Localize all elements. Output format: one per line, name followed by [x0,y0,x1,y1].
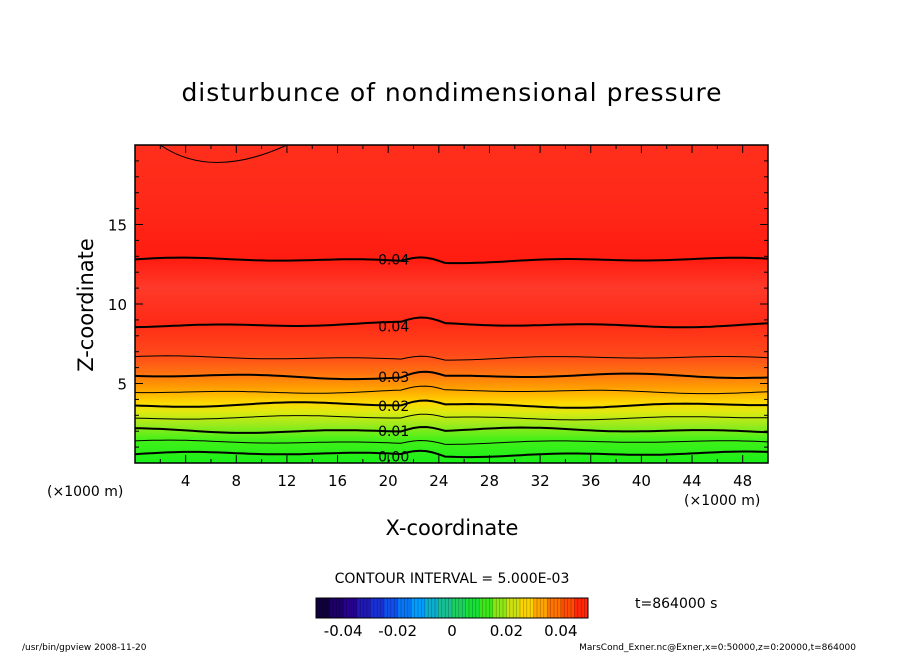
x-tick-label: 20 [379,472,398,490]
footer-right: MarsCond_Exner.nc@Exner,x=0:50000,z=0:20… [579,643,856,653]
contour-major-5 [135,256,768,265]
contour-major-0 [135,449,768,459]
y-axis-title: Z-coordinate [74,238,98,372]
colorbar [315,597,589,619]
pressure-field [135,145,768,463]
x-tick-label: 44 [682,472,701,490]
colorbar-cell [356,598,371,618]
x-tick-label: 36 [581,472,600,490]
contour-minor-4 [160,145,288,163]
colorbar-cell [424,598,439,618]
x-tick-label: 40 [632,472,651,490]
colorbar-cell [452,598,467,618]
colorbar-cell [411,598,426,618]
plot-area: 0.040.040.030.020.010.00 4 8 12 16 20 24 28 32 3… [108,144,769,490]
contour-major-4 [135,316,768,329]
chart-title: disturbunce of nondimensional pressure [181,78,722,107]
colorbar-tick-label: -0.04 [324,622,363,640]
colorbar-cell [574,598,589,618]
contour-major-2 [135,399,768,409]
x-tick-label: 24 [429,472,448,490]
x-tick-label: 32 [531,472,550,490]
contour-label-5: 0.00 [378,450,409,466]
contour-label-0: 0.04 [378,252,409,268]
colorbar-tick-label: 0.02 [490,622,523,640]
y-tick-label: 10 [108,296,127,314]
contour-label-4: 0.01 [378,424,409,440]
colorbar-cell [370,598,385,618]
x-tick-label: 4 [181,472,191,490]
colorbar-cell [479,598,494,618]
footer-left: /usr/bin/gpview 2008-11-20 [22,643,147,653]
y-tick-label: 15 [108,217,127,235]
colorbar-cell [438,598,453,618]
time-label: t=864000 s [635,596,717,612]
colorbar-cell [560,598,575,618]
contour-label-3: 0.02 [378,399,409,415]
colorbar-tick-label: -0.02 [378,622,417,640]
y-unit-label: (×1000 m) [684,493,760,509]
contour-interval-label: CONTOUR INTERVAL = 5.000E-03 [335,571,570,587]
colorbar-frame [315,597,589,619]
x-axis-title: X-coordinate [386,516,519,540]
contour-label-2: 0.03 [378,370,409,386]
contour-minor-2 [135,385,768,395]
x-tick-label: 28 [480,472,499,490]
colorbar-cell [492,598,507,618]
contour-minor-3 [135,355,768,361]
colorbar-tick-label: 0 [447,622,457,640]
contour-minor-1 [135,413,768,421]
colorbar-cell [397,598,412,618]
x-tick-label: 12 [277,472,296,490]
colorbar-cell [520,598,535,618]
x-tick-label: 48 [733,472,752,490]
colorbar-cell [343,598,358,618]
x-tick-label: 16 [328,472,347,490]
colorbar-cell [506,598,521,618]
contour-label-1: 0.04 [378,319,409,335]
y-tick-label: 5 [117,376,127,394]
colorbar-tick-label: 0.04 [544,622,577,640]
colorbar-cell [316,598,331,618]
colorbar-cell [329,598,344,618]
x-unit-label: (×1000 m) [47,484,123,500]
x-tick-label: 8 [232,472,242,490]
contour-major-1 [135,425,768,434]
colorbar-cell [533,598,548,618]
contour-major-3 [135,370,768,381]
colorbar-cell [465,598,480,618]
colorbar-cell [547,598,562,618]
contour-minor-0 [135,439,768,445]
colorbar-cell [384,598,399,618]
